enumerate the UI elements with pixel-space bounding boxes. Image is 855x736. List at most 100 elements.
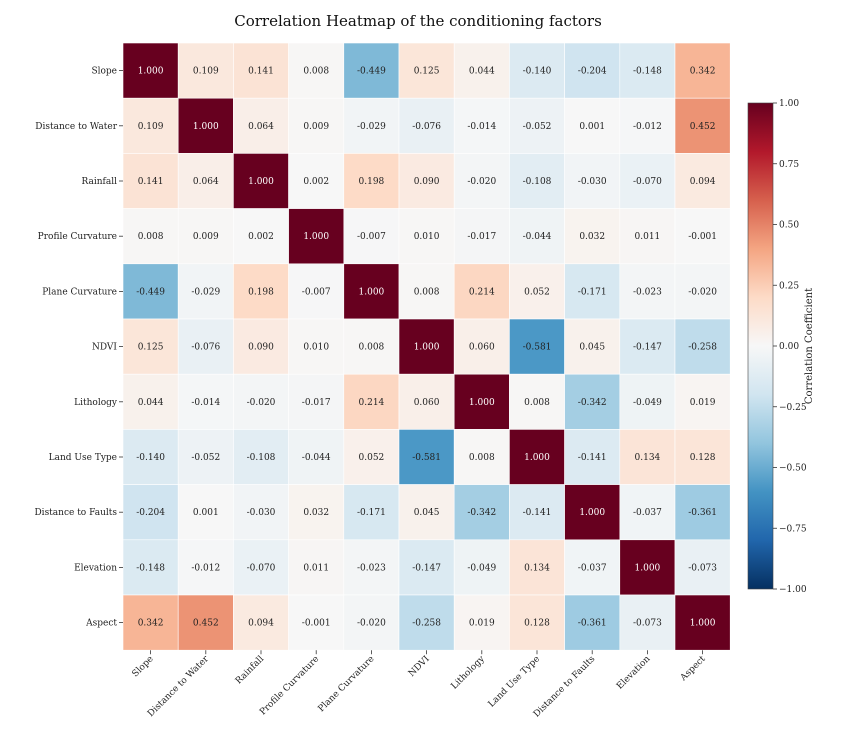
colorbar-tick-label: 0.00 [779,342,799,352]
heatmap-cell-plane-curvature-lithology [453,263,510,320]
cell-value-label: 0.052 [359,453,385,463]
cell-value-label: -0.449 [136,287,165,297]
cell-value-label: -0.147 [412,563,441,573]
cell-value-label: 1.000 [359,287,385,297]
heatmap-cell-distance-to-water-distance-to-water [177,97,234,154]
heatmap-cell-plane-curvature-distance-to-faults [564,263,621,320]
x-tick-label-profile-curvature: Profile Curvature [258,654,321,717]
heatmap-cell-aspect-rainfall [233,594,289,651]
cell-value-label: 0.060 [414,398,440,408]
cell-value-label: 0.128 [690,453,716,463]
heatmap-cell-ndvi-slope [122,318,179,375]
y-tick-label-ndvi: NDVI [92,343,117,353]
colorbar-tick-label: −0.75 [779,524,807,534]
cell-value-label: 0.214 [469,287,495,297]
heatmap-cell-distance-to-water-slope [122,97,179,154]
cell-value-label: -0.049 [633,398,662,408]
heatmap-cell-aspect-land-use-type [509,594,565,651]
heatmap-cell-elevation-distance-to-faults [564,539,621,596]
heatmap-cell-distance-to-faults-profile-curvature [288,484,345,541]
cell-value-label: -0.073 [688,563,717,573]
cell-value-label: 1.000 [635,563,661,573]
heatmap-cell-aspect-distance-to-faults [564,594,621,651]
heatmap-cell-lithology-elevation [619,373,676,430]
heatmap-cell-land-use-type-elevation [619,429,676,485]
heatmap-cell-land-use-type-slope [122,429,179,485]
colorbar-tick-label: 0.25 [779,281,799,291]
x-tick-label-slope: Slope [131,654,156,679]
heatmap-cell-lithology-distance-to-faults [564,373,621,430]
cell-value-label: -0.361 [688,508,717,518]
heatmap-cell-rainfall-plane-curvature [343,153,400,209]
heatmap-cell-slope-elevation [619,42,676,99]
cell-value-label: -0.171 [357,508,386,518]
x-tick-label-aspect: Aspect [678,654,708,684]
cell-value-label: 0.125 [138,343,164,353]
heatmap-cell-aspect-elevation [619,594,676,651]
cell-value-label: 0.109 [138,122,164,132]
heatmap-cell-aspect-aspect [674,594,731,651]
x-tick-label-rainfall: Rainfall [234,654,266,686]
cell-value-label: -0.140 [523,67,552,77]
y-tick-label-distance-to-water: Distance to Water [35,122,117,132]
y-tick-label-rainfall: Rainfall [82,177,118,187]
heatmap-cell-distance-to-faults-elevation [619,484,676,541]
cell-value-label: -0.171 [578,287,607,297]
cell-value-label: 0.032 [579,232,605,242]
heatmap-cell-distance-to-faults-land-use-type [509,484,565,541]
cell-value-label: 0.342 [138,619,164,629]
cell-value-label: -0.017 [302,398,331,408]
colorbar-tick-label: 1.00 [779,99,799,109]
cell-value-label: -0.108 [523,177,552,187]
heatmap-cell-distance-to-faults-lithology [453,484,510,541]
cell-value-label: 0.094 [248,619,274,629]
chart-title: Correlation Heatmap of the conditioning … [234,12,602,30]
cell-value-label: 0.134 [524,563,550,573]
cell-value-label: -0.049 [467,563,496,573]
cell-value-label: 0.125 [414,67,440,77]
cell-value-label: -0.012 [191,563,220,573]
cell-value-label: -0.052 [523,122,552,132]
heatmap-cell-ndvi-distance-to-faults [564,318,621,375]
cell-value-label: 1.000 [248,177,274,187]
heatmap-cell-lithology-slope [122,373,179,430]
heatmap-cell-plane-curvature-elevation [619,263,676,320]
heatmap-cell-elevation-profile-curvature [288,539,345,596]
cell-value-label: 0.128 [524,619,550,629]
cell-value-label: 0.141 [248,67,274,77]
cell-value-label: -0.044 [523,232,552,242]
heatmap-cell-rainfall-slope [122,153,179,209]
heatmap-cell-lithology-aspect [674,373,731,430]
heatmap-cell-lithology-lithology [453,373,510,430]
cell-value-label: 0.019 [469,619,495,629]
heatmap-cell-aspect-ndvi [398,594,455,651]
cell-value-label: 0.141 [138,177,164,187]
cell-value-label: -0.258 [688,343,717,353]
cell-value-label: 0.064 [248,122,274,132]
cell-value-label: -0.030 [578,177,607,187]
cell-value-label: -0.342 [578,398,607,408]
x-tick-label-distance-to-faults: Distance to Faults [532,654,598,720]
cell-value-label: -0.030 [247,508,276,518]
cell-value-label: 0.452 [193,619,219,629]
cell-value-label: 0.010 [414,232,440,242]
cell-value-label: -0.017 [467,232,496,242]
heatmap-cell-profile-curvature-distance-to-water [177,208,234,265]
cell-value-label: 0.090 [414,177,440,187]
heatmap-cell-lithology-distance-to-water [177,373,234,430]
cell-value-label: -0.020 [688,287,717,297]
cell-value-label: 0.214 [359,398,385,408]
heatmap-cell-ndvi-profile-curvature [288,318,345,375]
heatmap-cell-distance-to-water-land-use-type [509,97,565,154]
cell-value-label: -0.020 [247,398,276,408]
cell-value-label: -0.070 [633,177,662,187]
cell-value-label: -0.204 [578,67,607,77]
heatmap-cell-profile-curvature-lithology [453,208,510,265]
heatmap-cell-lithology-rainfall [233,373,289,430]
cell-value-label: -0.204 [136,508,165,518]
cell-value-label: -0.052 [191,453,220,463]
y-axis-tick-labels: Slope Distance to Water Rainfall Profile Cu… [34,67,123,629]
cell-value-label: -0.148 [136,563,165,573]
heatmap-cell-rainfall-aspect [674,153,731,209]
cell-value-label: 0.010 [303,343,329,353]
